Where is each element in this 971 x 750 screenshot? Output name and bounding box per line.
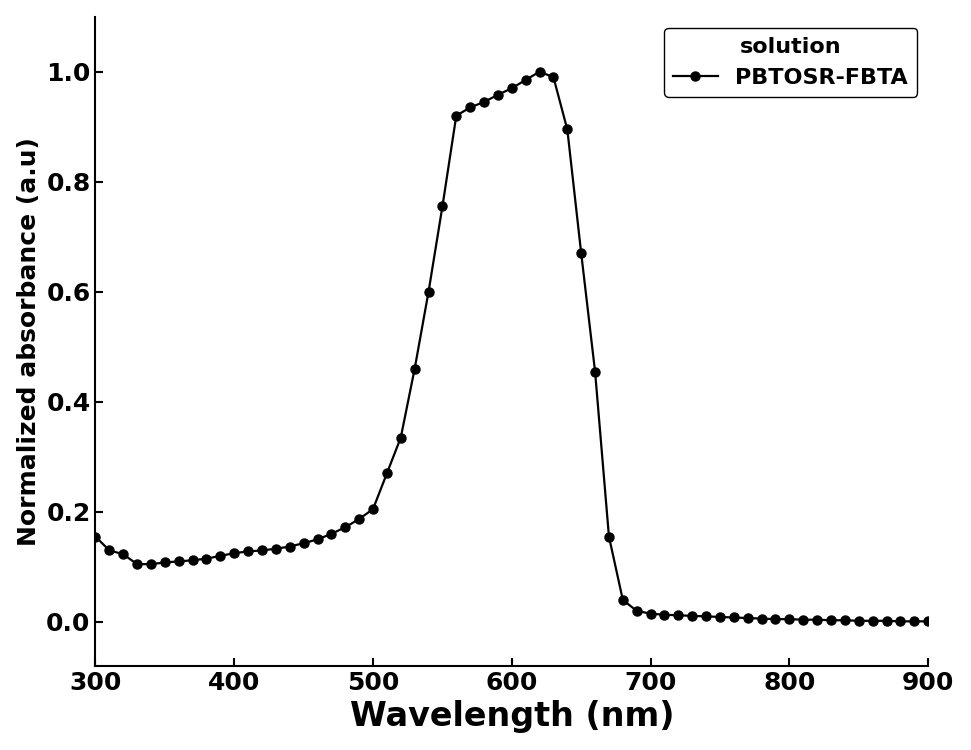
PBTOSR-FBTA — [894, 616, 906, 626]
PBTOSR-FBTA — [89, 532, 101, 541]
Line: PBTOSR-FBTA: PBTOSR-FBTA — [91, 68, 933, 626]
PBTOSR-FBTA — [256, 546, 268, 555]
Y-axis label: Normalized absorbance (a.u): Normalized absorbance (a.u) — [17, 136, 41, 546]
PBTOSR-FBTA — [825, 616, 837, 625]
PBTOSR-FBTA — [381, 469, 392, 478]
X-axis label: Wavelength (nm): Wavelength (nm) — [350, 700, 674, 734]
Legend: PBTOSR-FBTA: PBTOSR-FBTA — [664, 28, 917, 97]
PBTOSR-FBTA — [534, 68, 546, 76]
PBTOSR-FBTA — [548, 73, 559, 82]
PBTOSR-FBTA — [603, 532, 615, 541]
PBTOSR-FBTA — [922, 616, 934, 626]
PBTOSR-FBTA — [284, 542, 295, 551]
